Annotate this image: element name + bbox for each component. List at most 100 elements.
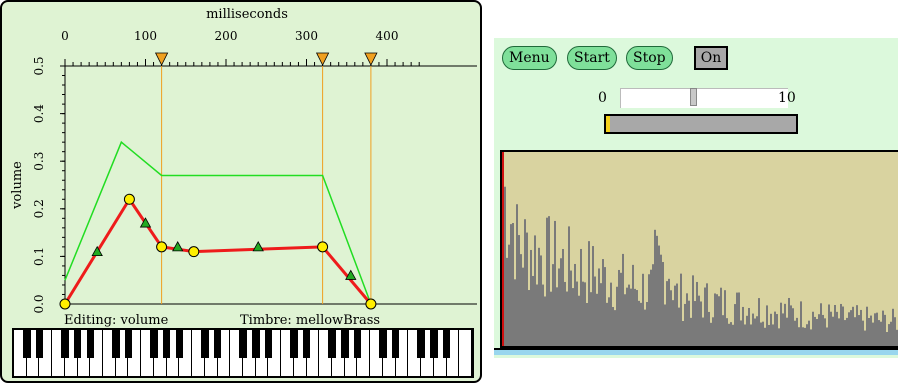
spectrum-bar <box>574 263 576 346</box>
black-key[interactable] <box>239 330 247 358</box>
x-tick-label: 100 <box>134 29 157 43</box>
black-key[interactable] <box>340 330 349 358</box>
black-key[interactable] <box>175 330 184 358</box>
spectrum-bar <box>872 322 874 346</box>
spectrum-bar <box>638 300 640 346</box>
spectrum-bar <box>668 278 670 346</box>
piano-keyboard[interactable] <box>12 328 474 378</box>
spectrum-bar <box>816 319 818 346</box>
spectrum-bar <box>540 255 542 346</box>
section-marker-handle[interactable] <box>154 52 169 66</box>
black-key[interactable] <box>111 330 120 358</box>
section-marker-handle[interactable] <box>364 52 378 66</box>
spectrum-bar <box>620 272 622 346</box>
spectrum-bar <box>794 320 796 346</box>
envelope-segment-marker[interactable] <box>139 217 152 228</box>
envelope-segment-marker[interactable] <box>172 241 184 252</box>
spectrum-bar <box>652 264 654 346</box>
black-key[interactable] <box>417 330 425 358</box>
spectrum-bar <box>856 305 858 346</box>
spectrum-bar <box>724 290 726 346</box>
spectrum-bar <box>702 317 704 346</box>
spectrum-bar <box>834 305 836 346</box>
envelope-segment-marker[interactable] <box>252 241 264 252</box>
envelope-segment-marker[interactable] <box>345 269 357 280</box>
spectrum-bar <box>760 322 762 346</box>
black-key[interactable] <box>22 330 31 358</box>
envelope-editor[interactable]: 0 100 200 300 400 milliseconds 0.0 0.1 0.2 0.3 0.4… <box>0 0 482 383</box>
envelope-graph[interactable]: 0 100 200 300 400 milliseconds 0.0 0.1 0.2 0.3 0.4… <box>2 2 482 332</box>
spectrum-bar <box>738 292 740 346</box>
black-key[interactable] <box>353 330 362 358</box>
spectrum-bar <box>742 306 744 346</box>
spectrum-bar <box>678 307 680 346</box>
envelope-segment-marker[interactable] <box>91 245 103 257</box>
spectrum-bar <box>802 327 804 346</box>
spectrum-bar <box>726 318 728 346</box>
black-key[interactable] <box>162 330 171 358</box>
x-tick-label: 0 <box>61 29 69 43</box>
volume-slider-track[interactable] <box>620 88 788 108</box>
stop-button[interactable]: Stop <box>626 46 673 70</box>
spectrum-bar <box>882 310 884 346</box>
spectrum-scrollbar[interactable] <box>494 350 898 355</box>
x-tick-label: 200 <box>215 29 238 43</box>
spectrum-bar <box>824 318 826 346</box>
envelope-control-point[interactable] <box>123 193 135 205</box>
spectrum-bar <box>774 311 776 346</box>
black-key[interactable] <box>150 330 158 358</box>
spectrum-bar <box>766 305 768 346</box>
y-tick-label: 0.1 <box>32 247 46 266</box>
playback-progress-bar <box>604 114 798 134</box>
spectrum-bar <box>520 254 522 346</box>
spectrum-bar <box>572 288 574 346</box>
spectrum-bar <box>546 217 548 346</box>
spectrum-bar <box>566 291 568 346</box>
spectrum-bar <box>614 310 616 346</box>
spectrum-bar <box>708 311 710 346</box>
on-toggle[interactable]: On <box>694 46 728 70</box>
black-key[interactable] <box>201 330 209 358</box>
black-key[interactable] <box>251 330 260 358</box>
black-key[interactable] <box>302 330 311 358</box>
section-marker-handle[interactable] <box>315 52 330 66</box>
spectrum-bar <box>616 286 618 346</box>
black-key[interactable] <box>328 330 336 358</box>
spectrum-bar <box>762 321 764 346</box>
envelope-control-point[interactable] <box>59 298 71 310</box>
menu-button[interactable]: Menu <box>502 46 557 70</box>
black-key[interactable] <box>264 330 273 358</box>
spectrum-bar <box>582 281 584 346</box>
black-key[interactable] <box>86 330 95 358</box>
spectrum-bar <box>548 216 550 346</box>
spectrum-bar <box>688 300 690 346</box>
spectrum-bar <box>658 245 660 346</box>
black-key[interactable] <box>35 330 44 358</box>
black-key[interactable] <box>73 330 82 358</box>
start-button[interactable]: Start <box>567 46 617 70</box>
envelope-control-point[interactable] <box>156 241 168 253</box>
spectrum-bar <box>522 267 524 346</box>
black-key[interactable] <box>290 330 298 358</box>
volume-slider-thumb[interactable] <box>690 88 697 106</box>
black-key[interactable] <box>379 330 387 358</box>
spectrum-bar <box>750 324 752 346</box>
spectrum-bar <box>894 317 896 346</box>
black-key[interactable] <box>61 330 69 358</box>
envelope-control-point[interactable] <box>317 241 329 253</box>
black-key[interactable] <box>430 330 438 358</box>
spectrum-bar <box>596 293 598 346</box>
spectrum-bar <box>740 320 742 346</box>
white-key[interactable] <box>459 330 472 376</box>
black-key[interactable] <box>442 330 451 358</box>
envelope-control-point[interactable] <box>365 298 377 310</box>
spectrum-bar <box>606 302 608 346</box>
envelope-control-point[interactable] <box>188 246 200 258</box>
spectrum-bar <box>828 304 830 346</box>
spectrum-bar <box>634 288 636 346</box>
black-key[interactable] <box>391 330 400 358</box>
spectrum-bar <box>870 315 872 346</box>
black-key[interactable] <box>124 330 133 358</box>
black-key[interactable] <box>213 330 222 358</box>
spectrum-bar <box>888 324 890 346</box>
